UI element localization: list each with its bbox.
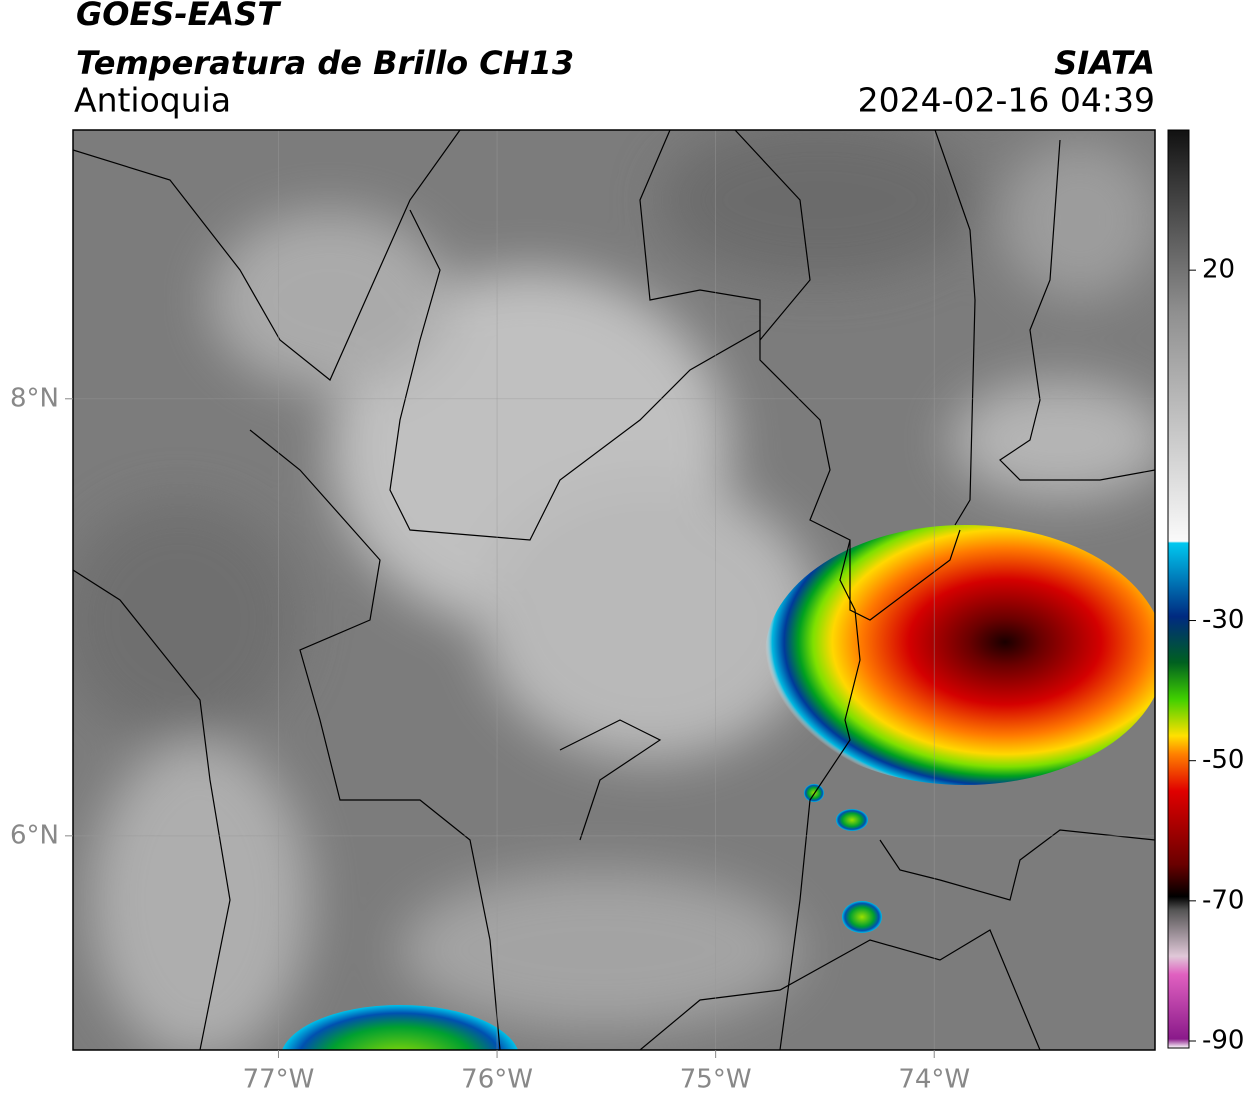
colorbar-label: 20: [1202, 255, 1235, 285]
subtitle: Temperatura de Brillo CH13: [76, 44, 574, 82]
map-frame: [72, 129, 1156, 1051]
datetime: 2024-02-16 04:39: [858, 81, 1155, 120]
lat-label: 6°N: [10, 820, 59, 850]
title: GOES-EAST: [76, 0, 281, 33]
lon-label: 74°W: [898, 1065, 970, 1095]
colorbar-label: -30: [1202, 605, 1244, 635]
colorbar-label: -50: [1202, 745, 1244, 775]
lon-label: 76°W: [461, 1065, 533, 1095]
region: Antioquia: [74, 81, 231, 120]
source: SIATA: [1054, 44, 1155, 82]
lon-label: 77°W: [243, 1065, 315, 1095]
lon-label: 75°W: [680, 1065, 752, 1095]
colorbar: [1167, 129, 1190, 1049]
colorbar-label: -70: [1202, 885, 1244, 915]
map-image: [73, 130, 1155, 1050]
lat-label: 8°N: [10, 383, 59, 413]
colorbar-label: -90: [1202, 1025, 1244, 1055]
